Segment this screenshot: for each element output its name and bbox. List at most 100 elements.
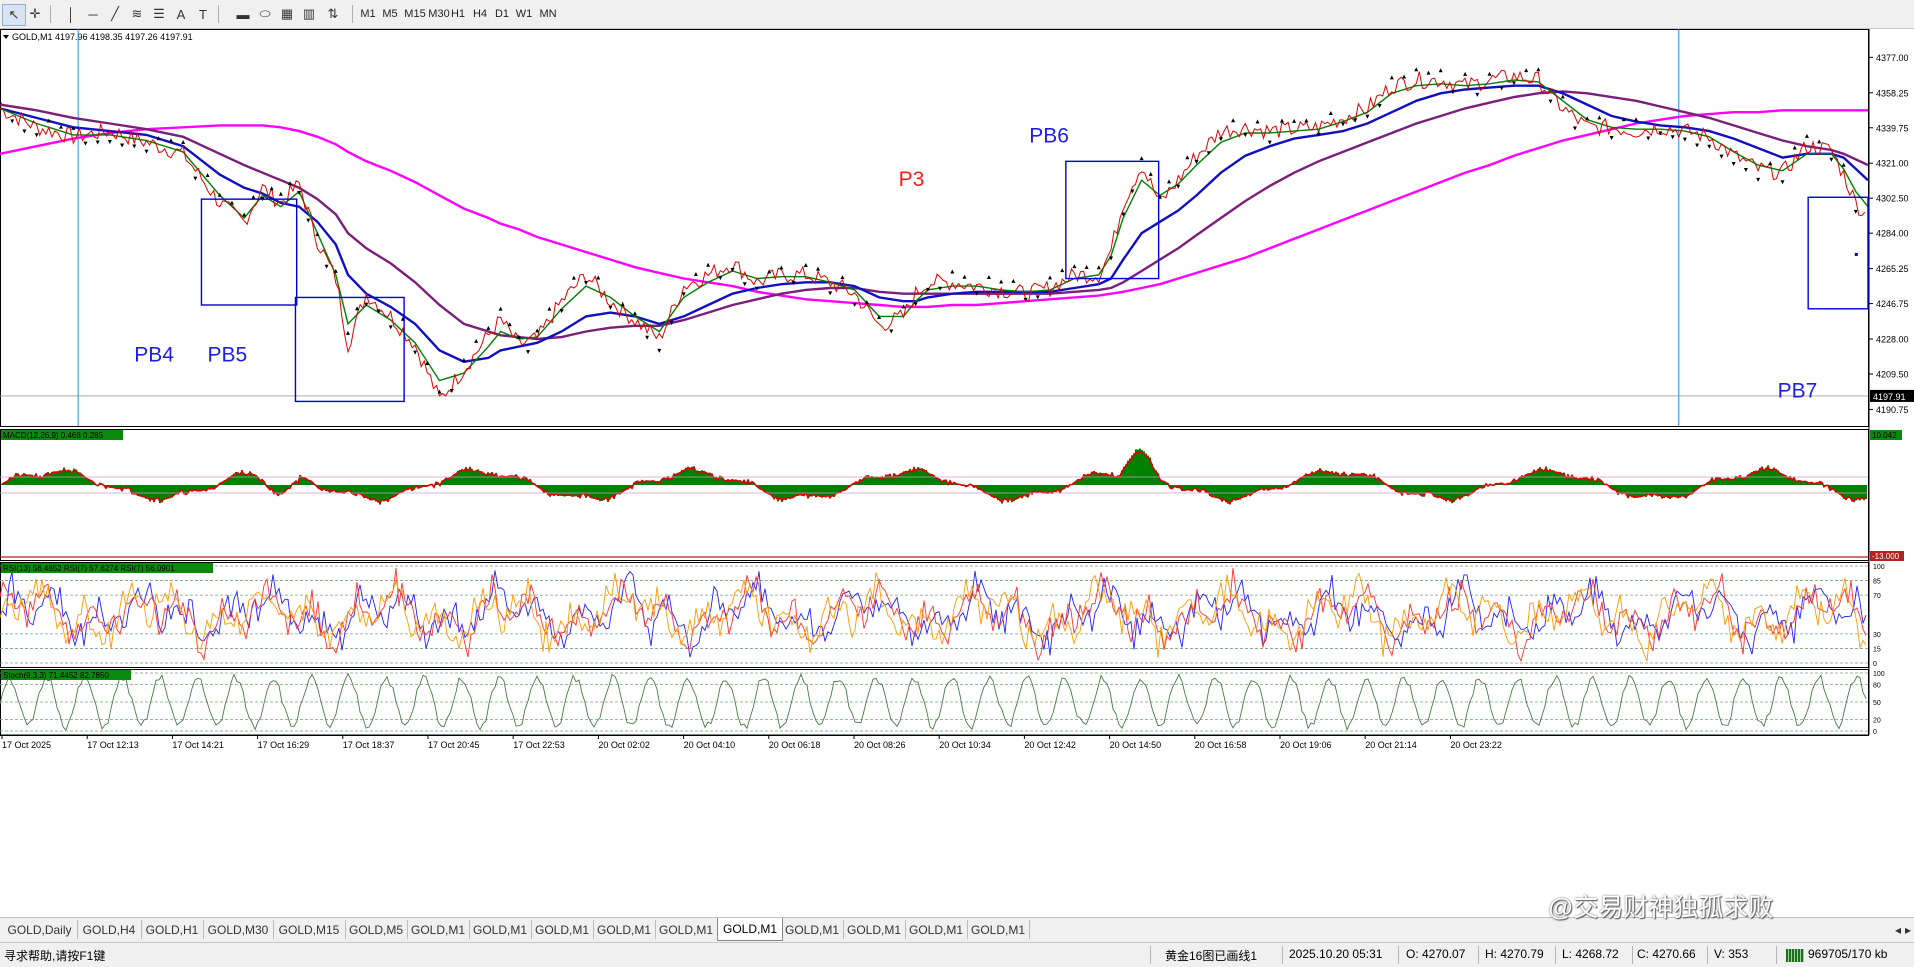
timeframe-w1[interactable]: W1 <box>515 8 533 20</box>
tab-gold-m1[interactable]: GOLD,M1 <box>655 920 718 939</box>
fractal-arrow <box>388 325 393 330</box>
moving-average-medium <box>0 84 1869 363</box>
tab-gold-m1[interactable]: GOLD,M1 <box>717 918 783 941</box>
vertical-line-icon[interactable]: │ <box>66 6 76 22</box>
timeframe-d1[interactable]: D1 <box>494 8 510 20</box>
fractal-arrow <box>693 272 698 277</box>
fractal-arrow <box>498 306 503 311</box>
traffic-icon <box>1786 949 1804 962</box>
rsi-title: RSI(13) 56.4852 RSI(7) 57.8274 RSI(7) 56… <box>3 564 175 573</box>
time-tick-label: 17 Oct 14:21 <box>172 740 224 750</box>
timeframe-m5[interactable]: M5 <box>382 8 398 20</box>
fractal-arrow <box>156 136 161 141</box>
fractal-arrow <box>297 191 302 196</box>
fractal-arrow <box>1536 67 1541 72</box>
timeframe-mn[interactable]: MN <box>539 8 557 20</box>
tab-gold-m30[interactable]: GOLD,M30 <box>203 920 274 939</box>
timeframe-m30[interactable]: M30 <box>428 8 450 20</box>
timeframe-h4[interactable]: H4 <box>472 8 488 20</box>
fractal-arrow <box>71 125 76 130</box>
price-tick-label: 4358.25 <box>1876 88 1909 98</box>
zone-rectangle <box>200 198 298 306</box>
fractal-arrow <box>229 200 234 205</box>
macd-low-box <box>1870 551 1904 561</box>
tab-gold-m1[interactable]: GOLD,M1 <box>531 920 594 939</box>
text-icon[interactable]: A <box>176 6 186 22</box>
macd-value-box <box>1870 430 1902 440</box>
tab-gold-m1[interactable]: GOLD,M1 <box>905 920 968 939</box>
price-tick-label: 4209.50 <box>1876 370 1909 380</box>
rsi-level-label: 0 <box>1873 661 1877 668</box>
macd-low-label: -13.000 <box>1872 552 1900 561</box>
tab-gold-m1[interactable]: GOLD,M1 <box>593 920 656 939</box>
regression-icon[interactable]: ▥ <box>302 6 316 21</box>
tab-gold-m1[interactable]: GOLD,M1 <box>469 920 532 939</box>
timeframe-m15[interactable]: M15 <box>404 8 426 20</box>
time-tick-label: 20 Oct 02:02 <box>598 740 650 750</box>
fractal-arrow <box>1597 115 1602 120</box>
arrows-icon[interactable]: ⇅ <box>327 6 339 21</box>
annotation-pb4: PB4 <box>134 344 174 367</box>
time-tick-label: 20 Oct 16:58 <box>1195 740 1247 750</box>
fractal-arrow <box>1402 74 1407 79</box>
fractal-arrow <box>791 281 796 286</box>
fractal-arrow <box>1524 68 1529 73</box>
fractal-arrow <box>217 192 222 197</box>
ellipse-icon[interactable]: ⬭ <box>259 6 271 21</box>
fractal-arrow <box>1841 162 1846 167</box>
tab-scroll-left-icon[interactable]: ◂ <box>1894 922 1902 937</box>
grid-pattern-icon[interactable]: ▦ <box>280 6 294 21</box>
fractal-arrow <box>754 286 759 291</box>
time-tick-label: 17 Oct 2025 <box>2 740 51 750</box>
fractal-arrow <box>1426 70 1431 75</box>
time-tick-label: 20 Oct 12:42 <box>1024 740 1076 750</box>
tab-gold-m1[interactable]: GOLD,M1 <box>407 920 470 939</box>
channel-icon[interactable]: ☰ <box>153 6 165 21</box>
fractal-arrow <box>889 329 894 334</box>
tab-gold-m15[interactable]: GOLD,M15 <box>273 920 346 939</box>
status-object: 黄金16图已画线1 <box>1165 949 1258 963</box>
fractal-arrow <box>437 389 442 394</box>
fractal-arrow <box>535 328 540 333</box>
time-tick-label: 17 Oct 20:45 <box>428 740 480 750</box>
main-price-panel <box>0 29 1869 427</box>
tab-gold-m1[interactable]: GOLD,M1 <box>781 920 844 939</box>
fractal-arrow <box>1218 137 1223 142</box>
time-tick-label: 20 Oct 14:50 <box>1110 740 1162 750</box>
rectangle-icon[interactable]: ▬ <box>236 6 250 22</box>
fibonacci-icon[interactable]: ≋ <box>131 6 143 21</box>
moving-average-long <box>0 109 1868 309</box>
fractal-arrow <box>1139 156 1144 161</box>
tab-scroll-right-icon[interactable]: ▸ <box>1904 922 1912 937</box>
timeframe-m1[interactable]: M1 <box>360 8 376 20</box>
tab-gold-daily[interactable]: GOLD,Daily <box>2 920 78 939</box>
tab-gold-m1[interactable]: GOLD,M1 <box>967 920 1030 939</box>
horizontal-line-icon[interactable]: ─ <box>88 6 98 22</box>
timeframe-h1[interactable]: H1 <box>450 8 466 20</box>
fractal-arrow <box>620 302 625 307</box>
trendline-icon[interactable]: ╱ <box>111 6 119 21</box>
status-traffic: 969705/170 kb <box>1808 947 1888 961</box>
fractal-arrow <box>1035 295 1040 300</box>
fractal-arrow <box>1646 136 1651 141</box>
fractal-arrow <box>657 348 662 353</box>
tab-gold-m5[interactable]: GOLD,M5 <box>345 920 408 939</box>
tab-gold-m1[interactable]: GOLD,M1 <box>843 920 906 939</box>
time-tick-label: 20 Oct 19:06 <box>1280 740 1332 750</box>
tab-gold-h4[interactable]: GOLD,H4 <box>77 920 142 939</box>
text-label-icon[interactable]: T <box>199 6 207 22</box>
fractal-arrow <box>669 321 674 326</box>
fractal-arrow <box>974 291 979 296</box>
price-tick-label: 4265.25 <box>1876 264 1909 274</box>
fractal-arrow <box>1853 209 1858 214</box>
fractal-arrow <box>1817 139 1822 144</box>
crosshair-icon[interactable]: ✛ <box>29 6 41 21</box>
cursor-icon[interactable]: ↖ <box>2 4 26 26</box>
fractal-arrow <box>1255 119 1260 124</box>
fractal-arrow <box>730 267 735 272</box>
tab-gold-h1[interactable]: GOLD,H1 <box>141 920 204 939</box>
chart-area[interactable]: 4377.00 4358.25 4339.75 4321.00 4302.50 4284.… <box>0 29 1914 917</box>
fractal-arrow <box>1560 94 1565 99</box>
fractal-arrow <box>1109 256 1114 261</box>
fractal-arrow <box>1084 265 1089 270</box>
